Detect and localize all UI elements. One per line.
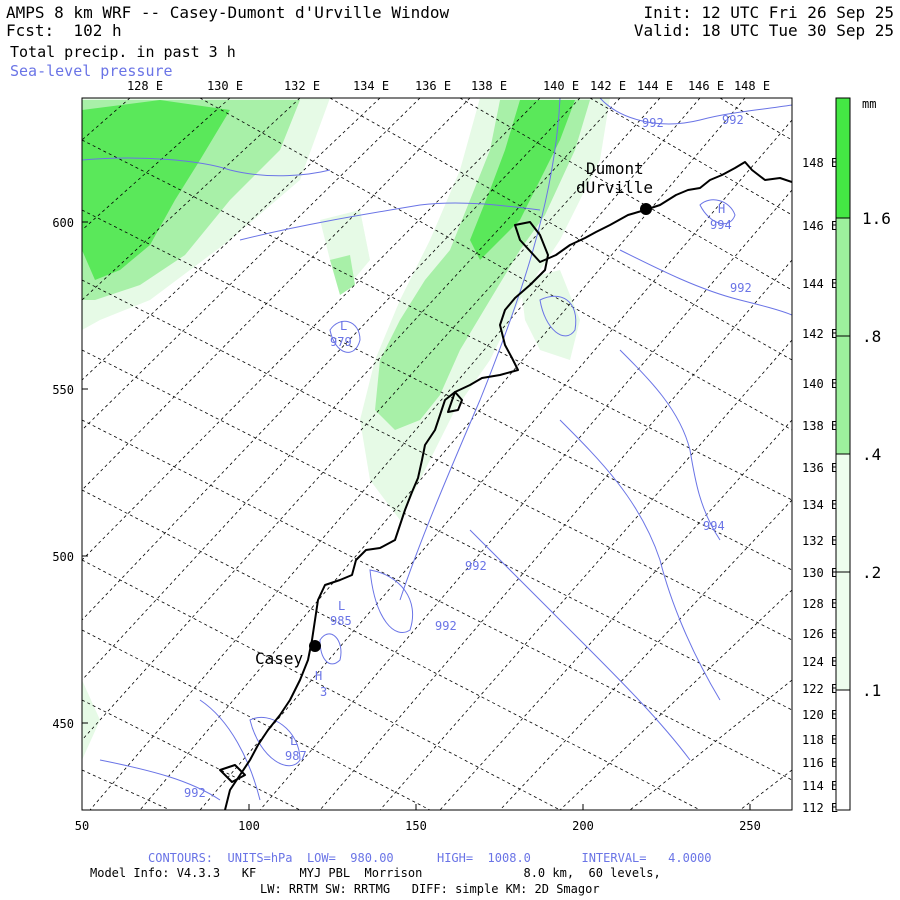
physics-info: LW: RRTM SW: RRTMG DIFF: simple KM: 2D S… [260, 882, 600, 896]
bottom-axis-ticks [248, 804, 751, 810]
dumont-label-line2: dUrville [576, 178, 653, 197]
lon-label: 136 E [415, 79, 451, 93]
pressure-marker: L [290, 734, 297, 748]
bottom-axis-labels: 50 100 150 200 250 [75, 819, 761, 833]
contour-label: 994 [703, 519, 725, 533]
contour-label: 992 [184, 786, 206, 800]
colorbar-label: .2 [862, 563, 881, 582]
contour-info: CONTOURS: UNITS=hPa LOW= 980.00 HIGH= 10… [148, 851, 712, 865]
x-tick-label: 150 [405, 819, 427, 833]
colorbar-label: .8 [862, 327, 881, 346]
contour-labels: 992 992 994 992 979 994 992 992 985 987 … [184, 113, 752, 800]
forecast-hour: Fcst: 102 h [6, 21, 122, 40]
lon-label: 128 E [127, 79, 163, 93]
plot-area: Dumont dUrville Casey 992 992 994 992 97… [82, 98, 792, 810]
x-tick-label: 100 [238, 819, 260, 833]
colorbar-unit: mm [862, 97, 876, 111]
lon-label: 126 E [802, 627, 838, 641]
contour-label: 3 [320, 685, 327, 699]
colorbar-label: 1.6 [862, 209, 891, 228]
lon-label: 114 E [802, 779, 838, 793]
lon-label: 148 E [802, 156, 838, 170]
casey-label: Casey [255, 649, 304, 668]
casey-marker [309, 640, 321, 652]
coastline [219, 161, 792, 810]
contour-label: 979 [330, 335, 352, 349]
contour-label: 992 [730, 281, 752, 295]
lon-label: 130 E [802, 566, 838, 580]
right-lon-labels: 148 E 146 E 144 E 142 E 140 E 138 E 136 … [802, 156, 838, 815]
lon-label: 130 E [207, 79, 243, 93]
contour-label: 994 [710, 218, 732, 232]
pressure-marker: H [315, 669, 322, 683]
lon-label: 144 E [637, 79, 673, 93]
valid-time: Valid: 18 UTC Tue 30 Sep 25 [633, 21, 894, 40]
pressure-contours [82, 98, 792, 801]
lon-label: 138 E [471, 79, 507, 93]
lon-label: 142 E [590, 79, 626, 93]
lon-label: 134 E [802, 498, 838, 512]
contour-label: 992 [642, 116, 664, 130]
map-title: AMPS 8 km WRF -- Casey-Dumont d'Urville … [6, 3, 450, 22]
colorbar-label: .1 [862, 681, 881, 700]
top-lon-labels: 128 E 130 E 132 E 134 E 136 E 138 E 140 … [127, 79, 770, 93]
dumont-durville-marker [640, 203, 652, 215]
x-tick-label: 50 [75, 819, 89, 833]
lon-label: 132 E [802, 534, 838, 548]
lon-label: 136 E [802, 461, 838, 475]
lon-label: 134 E [353, 79, 389, 93]
colorbar: mm 1.6 .8 .4 .2 .1 [835, 97, 891, 811]
colorbar-swatch-none [836, 690, 850, 810]
pressure-marker: H [718, 202, 725, 216]
lon-label: 120 E [802, 708, 838, 722]
overlay-name: Sea-level pressure [10, 62, 173, 80]
lon-label: 146 E [688, 79, 724, 93]
contour-label: 987 [285, 749, 307, 763]
y-tick-label: 550 [52, 383, 74, 397]
lon-label: 124 E [802, 655, 838, 669]
lon-label: 140 E [802, 377, 838, 391]
contour-label: 992 [465, 559, 487, 573]
lon-label: 116 E [802, 756, 838, 770]
colorbar-swatch-heavy [836, 98, 850, 218]
model-info: Model Info: V4.3.3 KF MYJ PBL Morrison 8… [90, 866, 661, 880]
lon-label: 142 E [802, 327, 838, 341]
pressure-marker: L [340, 319, 347, 333]
x-tick-label: 200 [572, 819, 594, 833]
x-tick-label: 250 [739, 819, 761, 833]
lon-label: 146 E [802, 219, 838, 233]
lon-label: 138 E [802, 419, 838, 433]
left-axis-labels: 600 550 500 450 [52, 216, 74, 731]
y-tick-label: 600 [52, 216, 74, 230]
init-time: Init: 12 UTC Fri 26 Sep 25 [643, 3, 894, 22]
lon-label: 132 E [284, 79, 320, 93]
dumont-label-line1: Dumont [586, 159, 644, 178]
y-tick-label: 450 [52, 717, 74, 731]
pressure-marker: L [338, 599, 345, 613]
left-axis-ticks [82, 221, 88, 724]
lon-label: 122 E [802, 682, 838, 696]
plot-frame [81, 97, 793, 811]
contour-label: 985 [330, 614, 352, 628]
graticule [82, 98, 792, 810]
lon-label: 148 E [734, 79, 770, 93]
field-name: Total precip. in past 3 h [10, 43, 236, 61]
y-tick-label: 500 [52, 550, 74, 564]
colorbar-label: .4 [862, 445, 881, 464]
lon-label: 140 E [543, 79, 579, 93]
lon-label: 144 E [802, 277, 838, 291]
lon-label: 128 E [802, 597, 838, 611]
lon-label: 118 E [802, 733, 838, 747]
lon-label: 112 E [802, 801, 838, 815]
contour-label: 992 [722, 113, 744, 127]
contour-label: 992 [435, 619, 457, 633]
pressure-center-markers: L H L H L [290, 202, 725, 748]
precip-heavy [82, 100, 575, 280]
